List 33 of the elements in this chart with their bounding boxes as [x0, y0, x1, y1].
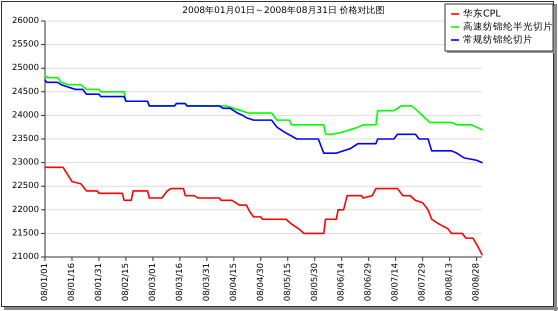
- x-tick-label: 08/03/31: [202, 263, 212, 302]
- x-tick-label: 08/05/15: [282, 263, 293, 302]
- y-tick-label: 23500: [12, 134, 39, 144]
- x-tick-label: 08/08/28: [472, 263, 482, 302]
- x-tick-label: 08/01/01: [40, 263, 50, 302]
- chart-title: 2008年01月01日～2008年08月31日 价格对比图: [182, 5, 385, 16]
- x-tick-label: 08/03/01: [148, 263, 158, 302]
- line-series: [44, 79, 483, 164]
- y-tick-label: 25500: [12, 40, 39, 50]
- y-tick-label: 24500: [12, 86, 39, 97]
- y-tick-label: 22000: [12, 204, 39, 215]
- legend-label: 华东CPL: [463, 8, 502, 20]
- x-tick-label: 08/07/29: [418, 263, 428, 302]
- y-tick-label: 22500: [12, 181, 39, 192]
- x-tick-label: 08/04/15: [228, 263, 239, 302]
- legend-label: 常规纺锦纶切片: [463, 34, 533, 46]
- x-tick-label: 08/01/31: [94, 263, 104, 302]
- y-tick-label: 25000: [12, 63, 39, 74]
- x-tick-label: 08/03/16: [174, 263, 185, 302]
- x-tick-label: 08/01/16: [66, 263, 77, 302]
- legend-label: 高速纺锦纶半光切片: [463, 20, 553, 32]
- x-tick-label: 08/07/14: [390, 263, 401, 302]
- y-tick-label: 21500: [12, 228, 39, 238]
- x-tick-label: 08/02/15: [120, 263, 131, 302]
- x-tick-label: 08/06/14: [336, 263, 347, 302]
- y-tick-label: 26000: [12, 16, 39, 26]
- x-tick-label: 08/05/30: [310, 263, 320, 302]
- x-tick-label: 08/08/13: [444, 263, 455, 302]
- y-tick-label: 24000: [12, 110, 39, 120]
- x-tick-label: 08/06/29: [364, 263, 374, 302]
- x-tick-label: 08/04/30: [256, 263, 266, 302]
- y-tick-label: 23000: [12, 158, 39, 168]
- y-tick-label: 21000: [12, 252, 39, 262]
